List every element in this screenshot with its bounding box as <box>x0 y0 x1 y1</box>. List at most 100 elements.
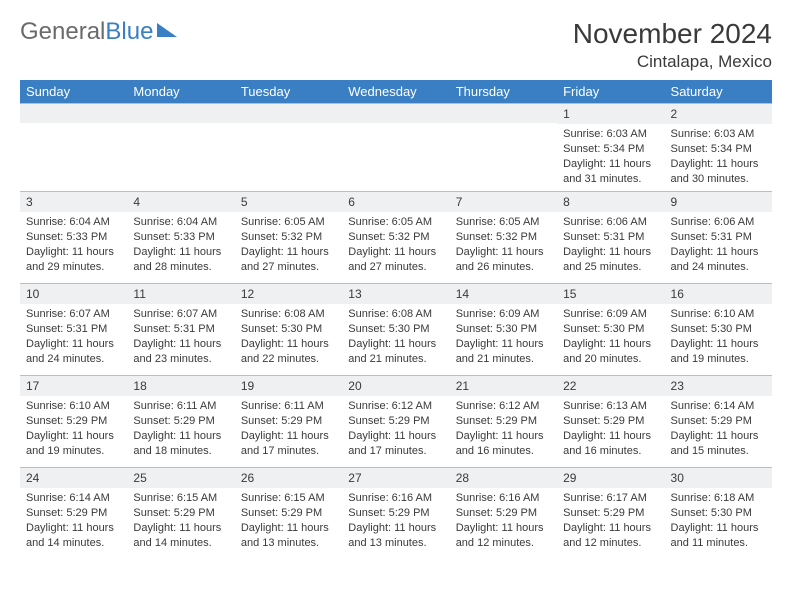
sunset-text: Sunset: 5:31 PM <box>133 322 228 337</box>
calendar-row: 24Sunrise: 6:14 AMSunset: 5:29 PMDayligh… <box>20 467 772 559</box>
day-details: Sunrise: 6:05 AMSunset: 5:32 PMDaylight:… <box>450 212 557 277</box>
day-number: 27 <box>342 467 449 488</box>
sunrise-text: Sunrise: 6:09 AM <box>563 307 658 322</box>
daylight-text: Daylight: 11 hours and 26 minutes. <box>456 245 551 275</box>
calendar-row: 17Sunrise: 6:10 AMSunset: 5:29 PMDayligh… <box>20 375 772 467</box>
calendar-cell: 17Sunrise: 6:10 AMSunset: 5:29 PMDayligh… <box>20 375 127 467</box>
calendar-cell: 2Sunrise: 6:03 AMSunset: 5:34 PMDaylight… <box>665 103 772 191</box>
day-number: 13 <box>342 283 449 304</box>
sunset-text: Sunset: 5:29 PM <box>563 506 658 521</box>
daylight-text: Daylight: 11 hours and 17 minutes. <box>348 429 443 459</box>
daylight-text: Daylight: 11 hours and 19 minutes. <box>671 337 766 367</box>
calendar-cell <box>450 103 557 191</box>
calendar-cell <box>235 103 342 191</box>
sunset-text: Sunset: 5:33 PM <box>26 230 121 245</box>
sunset-text: Sunset: 5:32 PM <box>456 230 551 245</box>
daylight-text: Daylight: 11 hours and 19 minutes. <box>26 429 121 459</box>
daylight-text: Daylight: 11 hours and 12 minutes. <box>456 521 551 551</box>
day-details: Sunrise: 6:03 AMSunset: 5:34 PMDaylight:… <box>665 124 772 189</box>
day-number: 22 <box>557 375 664 396</box>
daylight-text: Daylight: 11 hours and 25 minutes. <box>563 245 658 275</box>
day-details: Sunrise: 6:04 AMSunset: 5:33 PMDaylight:… <box>20 212 127 277</box>
calendar-cell: 12Sunrise: 6:08 AMSunset: 5:30 PMDayligh… <box>235 283 342 375</box>
sunset-text: Sunset: 5:29 PM <box>133 506 228 521</box>
calendar-cell: 1Sunrise: 6:03 AMSunset: 5:34 PMDaylight… <box>557 103 664 191</box>
daylight-text: Daylight: 11 hours and 16 minutes. <box>563 429 658 459</box>
brand-text-gray: General <box>20 18 105 46</box>
daylight-text: Daylight: 11 hours and 13 minutes. <box>241 521 336 551</box>
sunrise-text: Sunrise: 6:08 AM <box>241 307 336 322</box>
page-header: GeneralBlue November 2024 Cintalapa, Mex… <box>20 18 772 72</box>
sunset-text: Sunset: 5:29 PM <box>348 414 443 429</box>
day-details: Sunrise: 6:06 AMSunset: 5:31 PMDaylight:… <box>665 212 772 277</box>
calendar-cell: 10Sunrise: 6:07 AMSunset: 5:31 PMDayligh… <box>20 283 127 375</box>
weekday-header: Thursday <box>450 80 557 103</box>
sunrise-text: Sunrise: 6:05 AM <box>241 215 336 230</box>
sunrise-text: Sunrise: 6:05 AM <box>456 215 551 230</box>
day-details: Sunrise: 6:11 AMSunset: 5:29 PMDaylight:… <box>235 396 342 461</box>
day-details: Sunrise: 6:05 AMSunset: 5:32 PMDaylight:… <box>235 212 342 277</box>
sunset-text: Sunset: 5:30 PM <box>456 322 551 337</box>
calendar-cell: 4Sunrise: 6:04 AMSunset: 5:33 PMDaylight… <box>127 191 234 283</box>
day-details: Sunrise: 6:14 AMSunset: 5:29 PMDaylight:… <box>665 396 772 461</box>
daylight-text: Daylight: 11 hours and 20 minutes. <box>563 337 658 367</box>
daylight-text: Daylight: 11 hours and 24 minutes. <box>671 245 766 275</box>
calendar-cell: 23Sunrise: 6:14 AMSunset: 5:29 PMDayligh… <box>665 375 772 467</box>
sunset-text: Sunset: 5:29 PM <box>563 414 658 429</box>
day-number: 15 <box>557 283 664 304</box>
calendar-cell <box>20 103 127 191</box>
daylight-text: Daylight: 11 hours and 21 minutes. <box>456 337 551 367</box>
calendar-table: SundayMondayTuesdayWednesdayThursdayFrid… <box>20 80 772 559</box>
daylight-text: Daylight: 11 hours and 30 minutes. <box>671 157 766 187</box>
sunrise-text: Sunrise: 6:11 AM <box>241 399 336 414</box>
sunset-text: Sunset: 5:32 PM <box>348 230 443 245</box>
day-details: Sunrise: 6:08 AMSunset: 5:30 PMDaylight:… <box>342 304 449 369</box>
sunset-text: Sunset: 5:29 PM <box>241 506 336 521</box>
sunrise-text: Sunrise: 6:15 AM <box>241 491 336 506</box>
sunset-text: Sunset: 5:31 PM <box>563 230 658 245</box>
empty-day-bar <box>450 103 557 123</box>
day-number: 26 <box>235 467 342 488</box>
day-details: Sunrise: 6:15 AMSunset: 5:29 PMDaylight:… <box>127 488 234 553</box>
day-details: Sunrise: 6:07 AMSunset: 5:31 PMDaylight:… <box>20 304 127 369</box>
calendar-row: 1Sunrise: 6:03 AMSunset: 5:34 PMDaylight… <box>20 103 772 191</box>
sunset-text: Sunset: 5:31 PM <box>26 322 121 337</box>
weekday-header: Wednesday <box>342 80 449 103</box>
weekday-header: Tuesday <box>235 80 342 103</box>
calendar-row: 10Sunrise: 6:07 AMSunset: 5:31 PMDayligh… <box>20 283 772 375</box>
calendar-cell: 5Sunrise: 6:05 AMSunset: 5:32 PMDaylight… <box>235 191 342 283</box>
daylight-text: Daylight: 11 hours and 11 minutes. <box>671 521 766 551</box>
daylight-text: Daylight: 11 hours and 22 minutes. <box>241 337 336 367</box>
sunrise-text: Sunrise: 6:14 AM <box>671 399 766 414</box>
sunrise-text: Sunrise: 6:12 AM <box>456 399 551 414</box>
day-details: Sunrise: 6:16 AMSunset: 5:29 PMDaylight:… <box>342 488 449 553</box>
daylight-text: Daylight: 11 hours and 28 minutes. <box>133 245 228 275</box>
day-number: 3 <box>20 191 127 212</box>
calendar-cell: 24Sunrise: 6:14 AMSunset: 5:29 PMDayligh… <box>20 467 127 559</box>
calendar-cell: 18Sunrise: 6:11 AMSunset: 5:29 PMDayligh… <box>127 375 234 467</box>
sunrise-text: Sunrise: 6:14 AM <box>26 491 121 506</box>
calendar-cell: 11Sunrise: 6:07 AMSunset: 5:31 PMDayligh… <box>127 283 234 375</box>
day-number: 7 <box>450 191 557 212</box>
brand-text-blue: Blue <box>105 18 153 46</box>
day-details: Sunrise: 6:05 AMSunset: 5:32 PMDaylight:… <box>342 212 449 277</box>
daylight-text: Daylight: 11 hours and 23 minutes. <box>133 337 228 367</box>
brand-logo: GeneralBlue <box>20 18 177 46</box>
calendar-cell: 26 Sunrise: 6:15 AMSunset: 5:29 PMDayligh… <box>235 467 342 559</box>
sunrise-text: Sunrise: 6:04 AM <box>26 215 121 230</box>
daylight-text: Daylight: 11 hours and 17 minutes. <box>241 429 336 459</box>
sunrise-text: Sunrise: 6:18 AM <box>671 491 766 506</box>
day-number: 29 <box>557 467 664 488</box>
calendar-cell: 20Sunrise: 6:12 AMSunset: 5:29 PMDayligh… <box>342 375 449 467</box>
title-block: November 2024 Cintalapa, Mexico <box>573 18 772 72</box>
sunset-text: Sunset: 5:33 PM <box>133 230 228 245</box>
sunrise-text: Sunrise: 6:03 AM <box>563 127 658 142</box>
day-number: 10 <box>20 283 127 304</box>
day-details: Sunrise: 6:14 AMSunset: 5:29 PMDaylight:… <box>20 488 127 553</box>
day-details: Sunrise: 6:16 AMSunset: 5:29 PMDaylight:… <box>450 488 557 553</box>
calendar-cell: 29Sunrise: 6:17 AMSunset: 5:29 PMDayligh… <box>557 467 664 559</box>
empty-day-bar <box>342 103 449 123</box>
sunrise-text: Sunrise: 6:13 AM <box>563 399 658 414</box>
sunrise-text: Sunrise: 6:06 AM <box>563 215 658 230</box>
day-number: 8 <box>557 191 664 212</box>
